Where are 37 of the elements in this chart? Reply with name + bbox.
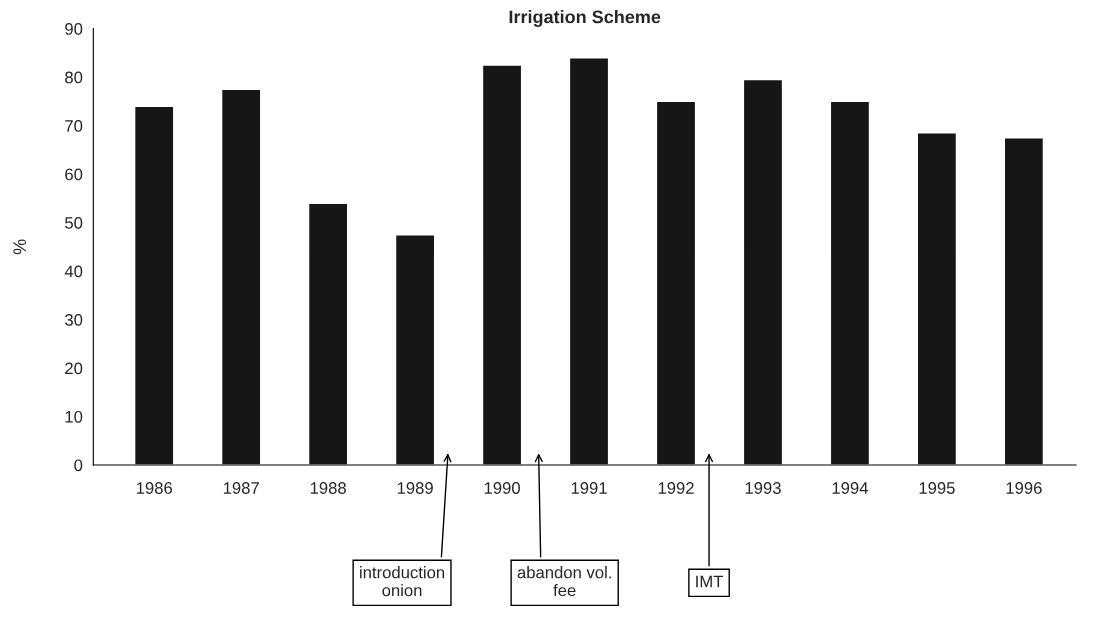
bar: [829, 100, 871, 466]
x-tick-label: 1991: [571, 482, 607, 494]
x-tick-label: 1995: [919, 482, 955, 494]
bar: [307, 202, 349, 466]
y-tick-label: 60: [65, 168, 83, 181]
bar: [1003, 137, 1045, 466]
bar: [916, 132, 958, 466]
y-tick-label: 50: [65, 217, 83, 229]
bar: [481, 64, 523, 466]
x-tick-label: 1992: [658, 482, 694, 494]
x-tick-label: 1994: [832, 482, 868, 494]
y-axis-title: %: [13, 239, 27, 255]
y-tick-label: 40: [64, 265, 83, 278]
bar: [133, 105, 175, 466]
bar: [568, 57, 610, 466]
x-tick-label: 1989: [397, 482, 433, 494]
y-tick-label: 80: [65, 71, 83, 84]
x-tick-label: 1990: [484, 482, 520, 494]
chart-title: Irrigation Scheme: [509, 10, 661, 27]
y-tick-label: 90: [65, 23, 83, 35]
y-tick-label: 0: [74, 459, 83, 472]
text: introduction onion: [360, 566, 445, 597]
y-tick-label: 20: [65, 362, 83, 375]
x-tick-label: 1996: [1006, 482, 1042, 494]
y-tick-label: 70: [65, 120, 83, 132]
bar: [742, 78, 784, 466]
text: abandon vol. fee: [517, 566, 611, 597]
y-tick-label: 30: [65, 313, 83, 326]
bar: [394, 234, 436, 466]
y-tick-label: 10: [65, 410, 83, 423]
x-tick-label: 1987: [223, 482, 259, 494]
text: IMT: [696, 575, 724, 588]
bar: [655, 100, 697, 466]
x-tick-label: 1986: [136, 482, 173, 494]
x-tick-label: 1993: [745, 482, 781, 494]
x-tick-label: 1988: [310, 482, 346, 494]
bar: [220, 88, 262, 466]
